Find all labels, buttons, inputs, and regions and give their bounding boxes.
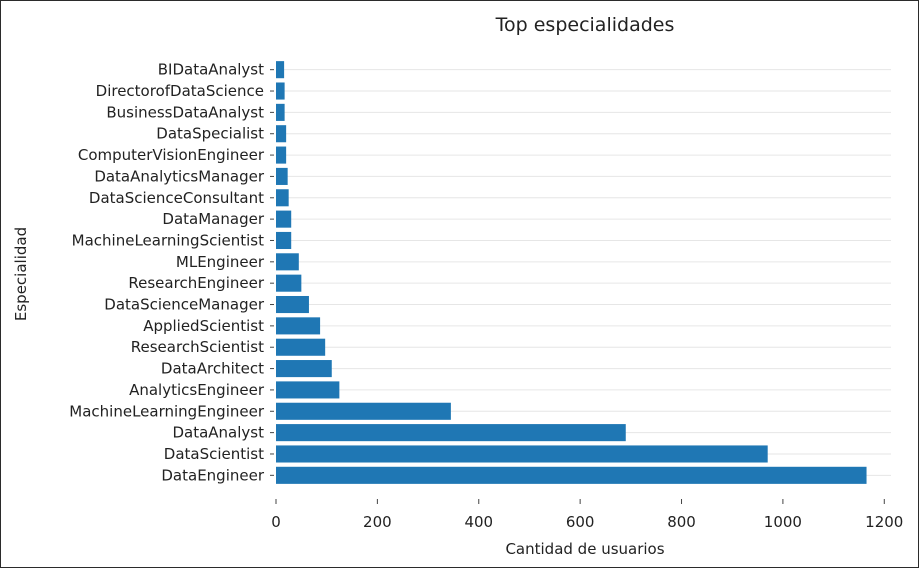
bar-datascientist <box>276 445 768 463</box>
bar-datasciencemanager <box>276 295 309 314</box>
bar-businessdataanalyst <box>276 103 285 121</box>
bar-directorofdatascience <box>276 82 285 100</box>
bar-dataarchitect <box>276 360 332 378</box>
y-tick-label: DataEngineer <box>161 466 264 484</box>
y-axis-label: Especialidad <box>12 227 30 321</box>
bar-machinelearningscientist <box>276 231 292 250</box>
y-tick-label: DataArchitect <box>161 360 264 378</box>
bar-dataanalyst <box>276 424 626 442</box>
bar-appliedscientist <box>276 317 321 335</box>
y-tick-label: AnalyticsEngineer <box>129 381 265 399</box>
bar-datascienceconsultant <box>276 189 289 207</box>
bar-machinelearningengineer <box>276 402 451 420</box>
y-tick-label: BIDataAnalyst <box>158 61 264 79</box>
x-axis-label: Cantidad de usuarios <box>505 540 664 558</box>
y-tick-label: BusinessDataAnalyst <box>106 103 264 121</box>
x-tick-label: 400 <box>464 513 493 531</box>
bar-dataengineer <box>276 466 867 484</box>
bar-researchscientist <box>276 338 326 356</box>
bars <box>276 61 867 484</box>
y-tick-label: MLEngineer <box>176 253 265 271</box>
x-tick-label: 600 <box>566 513 595 531</box>
bar-mlengineer <box>276 253 299 271</box>
y-tick-labels: DataEngineer DataScientist DataAnalyst Mach… <box>69 61 274 484</box>
y-tick-label: AppliedScientist <box>143 317 264 335</box>
x-tick-labels: 0 200 400 600 800 1000 1200 <box>271 499 903 531</box>
y-tick-label: DataManager <box>162 210 264 228</box>
y-tick-label: DataScienceManager <box>104 296 265 314</box>
bar-dataspecialist <box>276 125 287 143</box>
grid-lines <box>276 69 891 476</box>
bar-datamanager <box>276 210 292 228</box>
x-tick-label: 1200 <box>865 513 903 531</box>
y-tick-label: DataScienceConsultant <box>89 189 264 207</box>
y-tick-label: DataScientist <box>164 445 264 463</box>
bar-computervisionengineer <box>276 146 287 164</box>
x-tick-label: 800 <box>667 513 696 531</box>
y-tick-label: ResearchScientist <box>131 338 264 356</box>
y-tick-label: DataAnalyst <box>172 424 264 442</box>
bar-researchengineer <box>276 274 302 292</box>
bar-analyticsengineer <box>276 381 340 399</box>
y-tick-label: DataAnalyticsManager <box>94 167 265 185</box>
y-tick-label: DirectorofDataScience <box>96 82 264 100</box>
y-tick-label: DataSpecialist <box>156 125 264 143</box>
bar-dataanalyticsmanager <box>276 167 288 185</box>
bar-bidataanalyst <box>276 61 285 79</box>
y-tick-label: ResearchEngineer <box>128 274 264 292</box>
y-tick-label: ComputerVisionEngineer <box>78 146 265 164</box>
x-tick-label: 0 <box>271 513 281 531</box>
x-tick-label: 200 <box>363 513 392 531</box>
chart-title: Top especialidades <box>495 14 675 36</box>
x-tick-label: 1000 <box>764 513 802 531</box>
y-tick-label: MachineLearningEngineer <box>69 402 265 420</box>
y-tick-label: MachineLearningScientist <box>72 231 264 249</box>
